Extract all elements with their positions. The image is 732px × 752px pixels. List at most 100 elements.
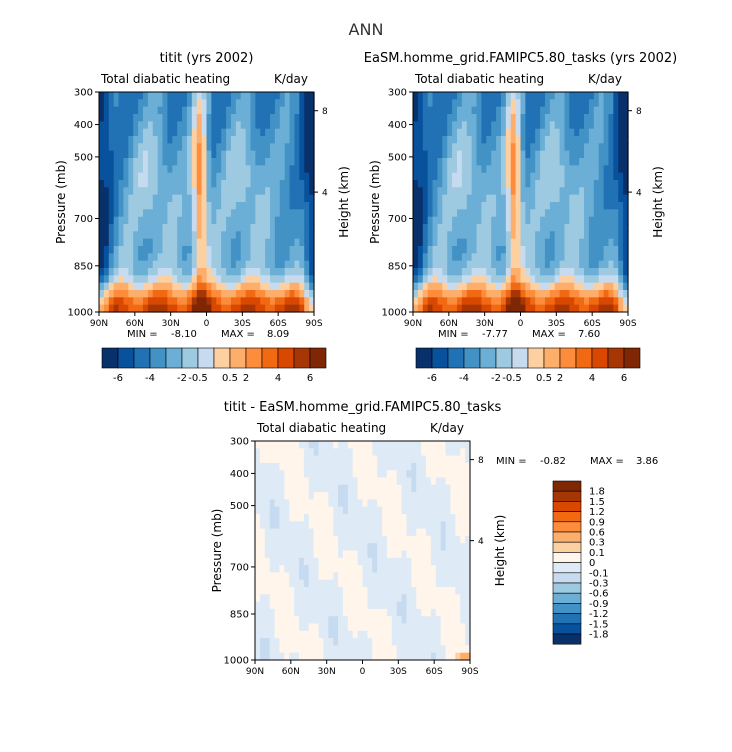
heatmap-cell xyxy=(447,202,453,210)
heatmap-cell xyxy=(603,268,610,276)
heatmap-cell xyxy=(172,304,178,313)
heatmap-cell xyxy=(500,92,507,100)
heatmap-cell xyxy=(593,231,600,240)
heatmap-cell xyxy=(265,114,271,122)
heatmap-cell xyxy=(427,143,434,152)
heatmap-cell xyxy=(559,246,566,254)
heatmap-cell xyxy=(574,282,580,291)
heatmap-cell xyxy=(304,297,310,306)
heatmap-cell xyxy=(411,557,417,566)
heatmap-cell xyxy=(445,587,452,595)
heatmap-cell xyxy=(544,165,551,174)
heatmap-cell xyxy=(437,202,443,210)
heatmap-cell xyxy=(255,253,261,262)
heatmap-cell xyxy=(216,304,222,313)
heatmap-cell xyxy=(147,268,154,276)
heatmap-cell xyxy=(182,180,188,188)
heatmap-cell xyxy=(270,172,276,181)
heatmap-cell xyxy=(352,499,359,508)
heatmap-cell xyxy=(177,172,183,181)
heatmap-cell xyxy=(347,587,354,595)
heatmap-cell xyxy=(416,608,422,617)
heatmap-cell xyxy=(417,202,424,210)
panel-subtitle-left: Total diabatic heating xyxy=(256,421,386,435)
heatmap-cell xyxy=(413,106,419,115)
heatmap-cell xyxy=(377,535,383,544)
heatmap-cell xyxy=(313,492,320,500)
heatmap-cell xyxy=(123,246,129,254)
heatmap-cell xyxy=(362,572,368,581)
heatmap-cell xyxy=(245,172,252,181)
heatmap-cell xyxy=(103,224,110,232)
heatmap-cell xyxy=(250,180,256,188)
heatmap-cell xyxy=(520,231,526,240)
heatmap-cell xyxy=(108,143,115,152)
heatmap-cell xyxy=(103,114,110,122)
heatmap-cell xyxy=(461,180,468,188)
heatmap-cell xyxy=(230,121,237,130)
heatmap-cell xyxy=(191,253,198,262)
heatmap-cell xyxy=(270,209,276,218)
heatmap-cell xyxy=(245,268,252,276)
heatmap-cell xyxy=(274,630,281,639)
heatmap-cell xyxy=(510,290,517,298)
heatmap-cell xyxy=(559,238,566,247)
heatmap-cell xyxy=(491,114,497,122)
heatmap-cell xyxy=(216,92,222,100)
heatmap-cell xyxy=(416,528,422,537)
heatmap-cell xyxy=(549,253,556,262)
heatmap-cell xyxy=(216,238,222,247)
heatmap-cell xyxy=(157,121,164,130)
heatmap-cell xyxy=(303,441,310,449)
colorbar-label: -0.1 xyxy=(589,568,609,579)
heatmap-cell xyxy=(564,106,570,115)
heatmap-cell xyxy=(584,275,590,284)
heatmap-cell xyxy=(382,645,388,654)
heatmap-cell xyxy=(318,652,325,661)
heatmap-cell xyxy=(352,448,359,457)
heatmap-cell xyxy=(191,304,198,313)
heatmap-cell xyxy=(352,638,359,646)
heatmap-cell xyxy=(510,114,517,122)
heatmap-cell xyxy=(445,645,452,654)
heatmap-cell xyxy=(201,290,208,298)
heatmap-cell xyxy=(466,282,473,291)
heatmap-cell xyxy=(186,99,193,108)
heatmap-cell xyxy=(613,275,619,284)
heatmap-cell xyxy=(99,92,105,100)
heatmap-cell xyxy=(452,216,458,225)
heatmap-cell xyxy=(491,92,497,100)
heatmap-cell xyxy=(598,290,605,298)
heatmap-cell xyxy=(333,608,339,617)
heatmap-cell xyxy=(520,282,526,291)
heatmap-cell xyxy=(608,92,614,100)
heatmap-cell xyxy=(455,492,461,500)
heatmap-cell xyxy=(196,209,203,218)
heatmap-cell xyxy=(382,638,388,646)
heatmap-cell xyxy=(342,608,349,617)
heatmap-cell xyxy=(386,652,393,661)
heatmap-cell xyxy=(440,506,447,515)
heatmap-cell xyxy=(284,594,290,603)
heatmap-cell xyxy=(530,290,536,298)
heatmap-cell xyxy=(323,565,329,573)
heatmap-cell xyxy=(535,209,541,218)
heatmap-cell xyxy=(416,638,422,646)
heatmap-cell xyxy=(535,136,541,144)
heatmap-cell xyxy=(396,572,403,581)
heatmap-cell xyxy=(265,121,271,130)
heatmap-cell xyxy=(525,128,531,137)
heatmap-cell xyxy=(304,180,310,188)
heatmap-cell xyxy=(152,209,159,218)
heatmap-cell xyxy=(167,150,173,159)
heatmap-cell xyxy=(584,260,590,269)
heatmap-cell xyxy=(269,594,276,603)
heatmap-cell xyxy=(382,506,388,515)
heatmap-cell xyxy=(549,224,556,232)
heatmap-cell xyxy=(265,209,271,218)
heatmap-cell xyxy=(99,209,105,218)
heatmap-cell xyxy=(284,238,291,247)
heatmap-cell xyxy=(255,128,261,137)
heatmap-cell xyxy=(372,506,378,515)
colorbar-label: -2 xyxy=(177,373,187,384)
